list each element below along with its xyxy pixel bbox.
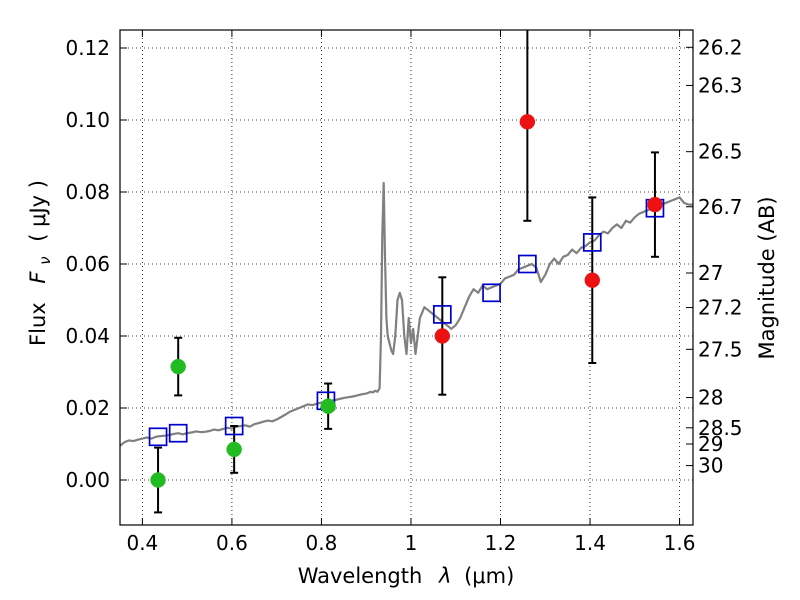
y2-tick-label: 26.7 [698,195,743,219]
y-tick-label: 0.04 [65,324,110,348]
y-tick-label: 0.02 [65,396,110,420]
y-tick-label: 0.06 [65,252,110,276]
model-square [224,416,244,436]
x-tick-label: 1.4 [574,531,606,555]
series-layer [120,30,693,514]
y-axis-label-unit: ( μJy ) [26,180,50,242]
y-axis-label-symbol: F [26,271,50,284]
y2-tick-label: 26.3 [698,73,743,97]
model-square [482,283,501,303]
x-tick-label: 0.4 [126,531,158,555]
y2-tick-label: 27.5 [698,337,743,361]
y2-axis-label: Magnitude (AB) [755,196,779,359]
y2-tick-label: 28.5 [698,416,743,440]
model-square [518,254,537,274]
green-data-point [226,441,242,458]
model-square [168,423,188,443]
y2-tick-label: 30 [698,454,723,478]
y2-tick-label: 26.5 [698,140,743,164]
y-axis-label-subscript: ν [36,256,54,264]
y2-tick-label: 29 [698,432,723,456]
axis-ticks: 0.4 0.6 0.8 1 1.2 1.4 1.6 0.00 0.02 0.04 0.06 0.08 0… [65,30,743,555]
red-data-point [584,272,601,288]
y2-tick-label: 27.2 [698,296,743,320]
x-axis-label-symbol: λ [438,564,451,588]
green-data-point [170,358,186,375]
y-tick-label: 0.10 [65,108,110,132]
model-square [582,233,602,252]
y2-tick-label: 26.2 [698,35,743,59]
red-data-point [519,114,536,130]
x-tick-label: 0.6 [216,531,248,555]
model-square [432,305,452,324]
y2-tick-label: 27 [698,261,723,285]
y-tick-label: 0.12 [65,36,110,60]
x-tick-label: 1.2 [485,531,517,555]
plot-frame [119,29,694,526]
x-axis-label: Wavelength λ (μm) [298,564,515,588]
plot-area [120,30,693,514]
y-axis-label-text: Flux [26,302,50,346]
red-data-point [434,328,451,344]
x-axis-label-unit: (μm) [464,564,514,588]
y-tick-label: 0.00 [65,468,110,492]
red-data-point [647,196,663,213]
spectrum-line [120,181,693,447]
y2-tick-label: 28 [698,386,723,410]
green-data-point [150,472,166,488]
x-tick-label: 0.8 [306,531,338,555]
y-axis-label: Flux F ν ( μJy ) [26,180,55,346]
y-tick-label: 0.08 [65,180,110,204]
x-tick-label: 1.6 [664,531,696,555]
grid-lines [120,30,693,525]
model-square [148,427,168,447]
x-tick-label: 1 [405,531,418,555]
green-data-point [320,398,336,414]
x-axis-label-text: Wavelength [298,564,423,588]
